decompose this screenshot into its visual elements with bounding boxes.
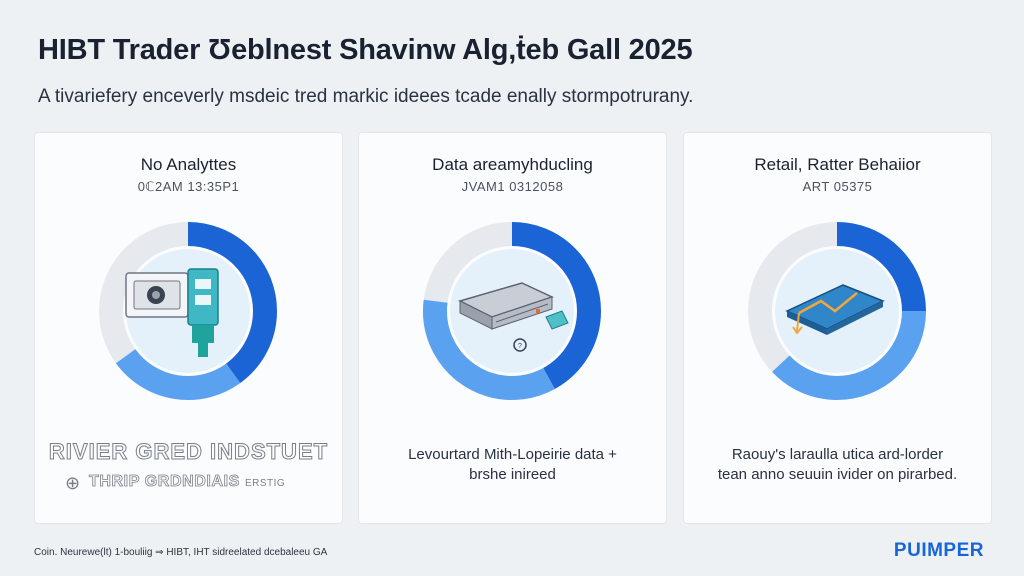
donut-chart: ? — [423, 222, 601, 400]
card-title: Retail, Ratter Behaiior — [754, 155, 921, 174]
card-code: ART 05375 — [802, 179, 873, 194]
card-description: Raouy's laraulla utica ard-lorder tean a… — [717, 446, 958, 483]
card-code: JVAM1 0312058 — [461, 179, 564, 194]
chart-tile-icon — [785, 284, 885, 335]
donut-chart — [748, 222, 926, 400]
server-rack-icon: ? — [457, 282, 569, 352]
svg-text:?: ? — [518, 343, 522, 350]
card-title: No Analyttes — [140, 155, 237, 174]
server-card-icon — [125, 268, 219, 357]
outline-subtitle: THRIP GRDNDIAIS ERSTIG — [89, 473, 286, 491]
donut-segment-light — [423, 222, 601, 400]
donut-chart — [98, 222, 277, 400]
page-title: HIBT Trader Ʊeblnest Shavinw Alg,ṫeb Gal… — [38, 34, 693, 66]
donut-segment-dark — [99, 222, 277, 400]
card-retail: Retail, Ratter Behaiior ART 05375 Raouy'… — [683, 132, 992, 524]
card-description: Levourtard Mith-Lopeirie data + brshe in… — [408, 446, 617, 483]
page-subtitle: A tivariefery enceverly msdeic tred mark… — [38, 86, 694, 107]
donut-segment-light — [98, 222, 277, 400]
card-analytics: No Analyttes 0ℂ2AM 13:35P1 RIVIER GRED I… — [34, 132, 343, 524]
card-code: 0ℂ2AM 13:35P1 — [137, 179, 240, 194]
card-data: Data areamyhducling JVAM1 0312058 ? Levo… — [358, 132, 667, 524]
outline-title: RIVIER GRED INDSTUET — [48, 439, 329, 465]
brand-logo[interactable]: PUIMPER — [893, 540, 984, 561]
card-title: Data areamyhducling — [432, 155, 593, 174]
footer-caption: Coin. Neurewe(lt) 1-bouliig ⇒ HIBT, IHT … — [34, 547, 328, 558]
donut-segment-dark — [423, 222, 601, 400]
document-icon: ⊕ — [65, 473, 81, 493]
outline-small-text: ERSTIG — [244, 478, 286, 489]
donut-segment-light — [748, 222, 926, 400]
